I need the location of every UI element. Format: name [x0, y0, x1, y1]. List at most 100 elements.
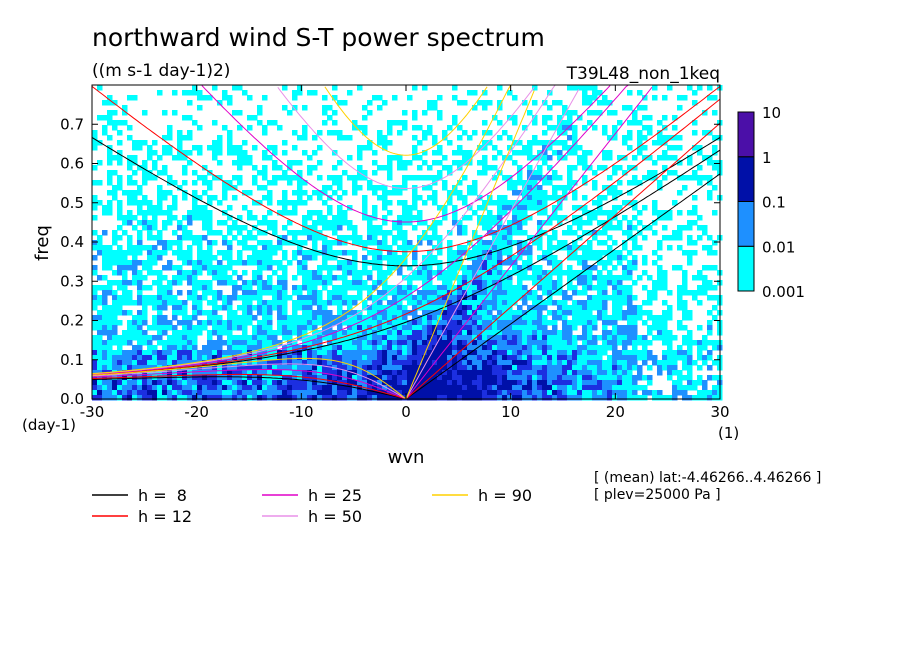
heatmap-cell [477, 100, 483, 106]
heatmap-cell [307, 360, 313, 366]
heatmap-cell [492, 380, 498, 386]
heatmap-cell [197, 145, 203, 151]
heatmap-cell [577, 310, 583, 316]
heatmap-cell [662, 155, 668, 161]
heatmap-cell [417, 315, 423, 321]
heatmap-cell [122, 310, 128, 316]
heatmap-cell [647, 155, 653, 161]
heatmap-cell [557, 355, 563, 361]
heatmap-cell [492, 395, 498, 401]
heatmap-cell [697, 390, 703, 396]
heatmap-cell [197, 205, 203, 211]
heatmap-cell [462, 265, 468, 271]
heatmap-cell [467, 280, 473, 286]
heatmap-cell [677, 390, 683, 396]
heatmap-cell [437, 160, 443, 166]
heatmap-cell [282, 385, 288, 391]
heatmap-cell [97, 295, 103, 301]
heatmap-cell [177, 280, 183, 286]
heatmap-cell [487, 230, 493, 236]
heatmap-cell [317, 220, 323, 226]
heatmap-cell [182, 250, 188, 256]
heatmap-cell [482, 145, 488, 151]
heatmap-cell [477, 160, 483, 166]
heatmap-cell [97, 315, 103, 321]
heatmap-cell [632, 350, 638, 356]
heatmap-cell [137, 390, 143, 396]
heatmap-cell [312, 230, 318, 236]
heatmap-cell [112, 270, 118, 276]
heatmap-cell [482, 290, 488, 296]
heatmap-cell [537, 315, 543, 321]
heatmap-cell [287, 325, 293, 331]
heatmap-cell [247, 295, 253, 301]
heatmap-cell [362, 320, 368, 326]
heatmap-cell [177, 350, 183, 356]
heatmap-cell [452, 375, 458, 381]
heatmap-cell [557, 310, 563, 316]
heatmap-cell [612, 205, 618, 211]
heatmap-cell [242, 305, 248, 311]
heatmap-cell [102, 385, 108, 391]
heatmap-cell [612, 130, 618, 136]
heatmap-cell [487, 340, 493, 346]
heatmap-cell [497, 330, 503, 336]
heatmap-cell [562, 305, 568, 311]
heatmap-cell [412, 255, 418, 261]
heatmap-cell [112, 310, 118, 316]
heatmap-cell [607, 185, 613, 191]
heatmap-cell [432, 295, 438, 301]
heatmap-cell [687, 365, 693, 371]
heatmap-cell [212, 360, 218, 366]
heatmap-cell [272, 145, 278, 151]
heatmap-cell [522, 125, 528, 131]
heatmap-cell [517, 360, 523, 366]
heatmap-cell [452, 120, 458, 126]
heatmap-cell [257, 355, 263, 361]
heatmap-cell [397, 310, 403, 316]
heatmap-cell [682, 325, 688, 331]
heatmap-cell [227, 320, 233, 326]
heatmap-cell [412, 200, 418, 206]
heatmap-cell [447, 395, 453, 401]
heatmap-cell [307, 325, 313, 331]
heatmap-cell [472, 355, 478, 361]
heatmap-cell [312, 240, 318, 246]
heatmap-cell [477, 395, 483, 401]
heatmap-cell [662, 270, 668, 276]
heatmap-cell [477, 240, 483, 246]
heatmap-cell [97, 325, 103, 331]
heatmap-cell [362, 280, 368, 286]
heatmap-cell [337, 350, 343, 356]
heatmap-cell [297, 270, 303, 276]
heatmap-cell [307, 250, 313, 256]
heatmap-cell [657, 395, 663, 401]
heatmap-cell [167, 385, 173, 391]
heatmap-cell [642, 345, 648, 351]
heatmap-cell [622, 245, 628, 251]
heatmap-cell [472, 210, 478, 216]
heatmap-cell [452, 275, 458, 281]
heatmap-cell [582, 270, 588, 276]
heatmap-cell [587, 365, 593, 371]
heatmap-cell [447, 190, 453, 196]
heatmap-cell [617, 360, 623, 366]
heatmap-cell [117, 155, 123, 161]
heatmap-cell [437, 300, 443, 306]
heatmap-cell [92, 195, 98, 201]
heatmap-cell [652, 395, 658, 401]
heatmap-cell [697, 340, 703, 346]
heatmap-cell [127, 260, 133, 266]
heatmap-cell [312, 290, 318, 296]
heatmap-cell [537, 395, 543, 401]
heatmap-cell [352, 330, 358, 336]
heatmap-cell [207, 285, 213, 291]
heatmap-cell [262, 395, 268, 401]
heatmap-cell [492, 275, 498, 281]
heatmap-cell [297, 385, 303, 391]
heatmap-cell [567, 335, 573, 341]
heatmap-cell [112, 240, 118, 246]
heatmap-cell [522, 325, 528, 331]
heatmap-cell [257, 395, 263, 401]
heatmap-cell [252, 330, 258, 336]
